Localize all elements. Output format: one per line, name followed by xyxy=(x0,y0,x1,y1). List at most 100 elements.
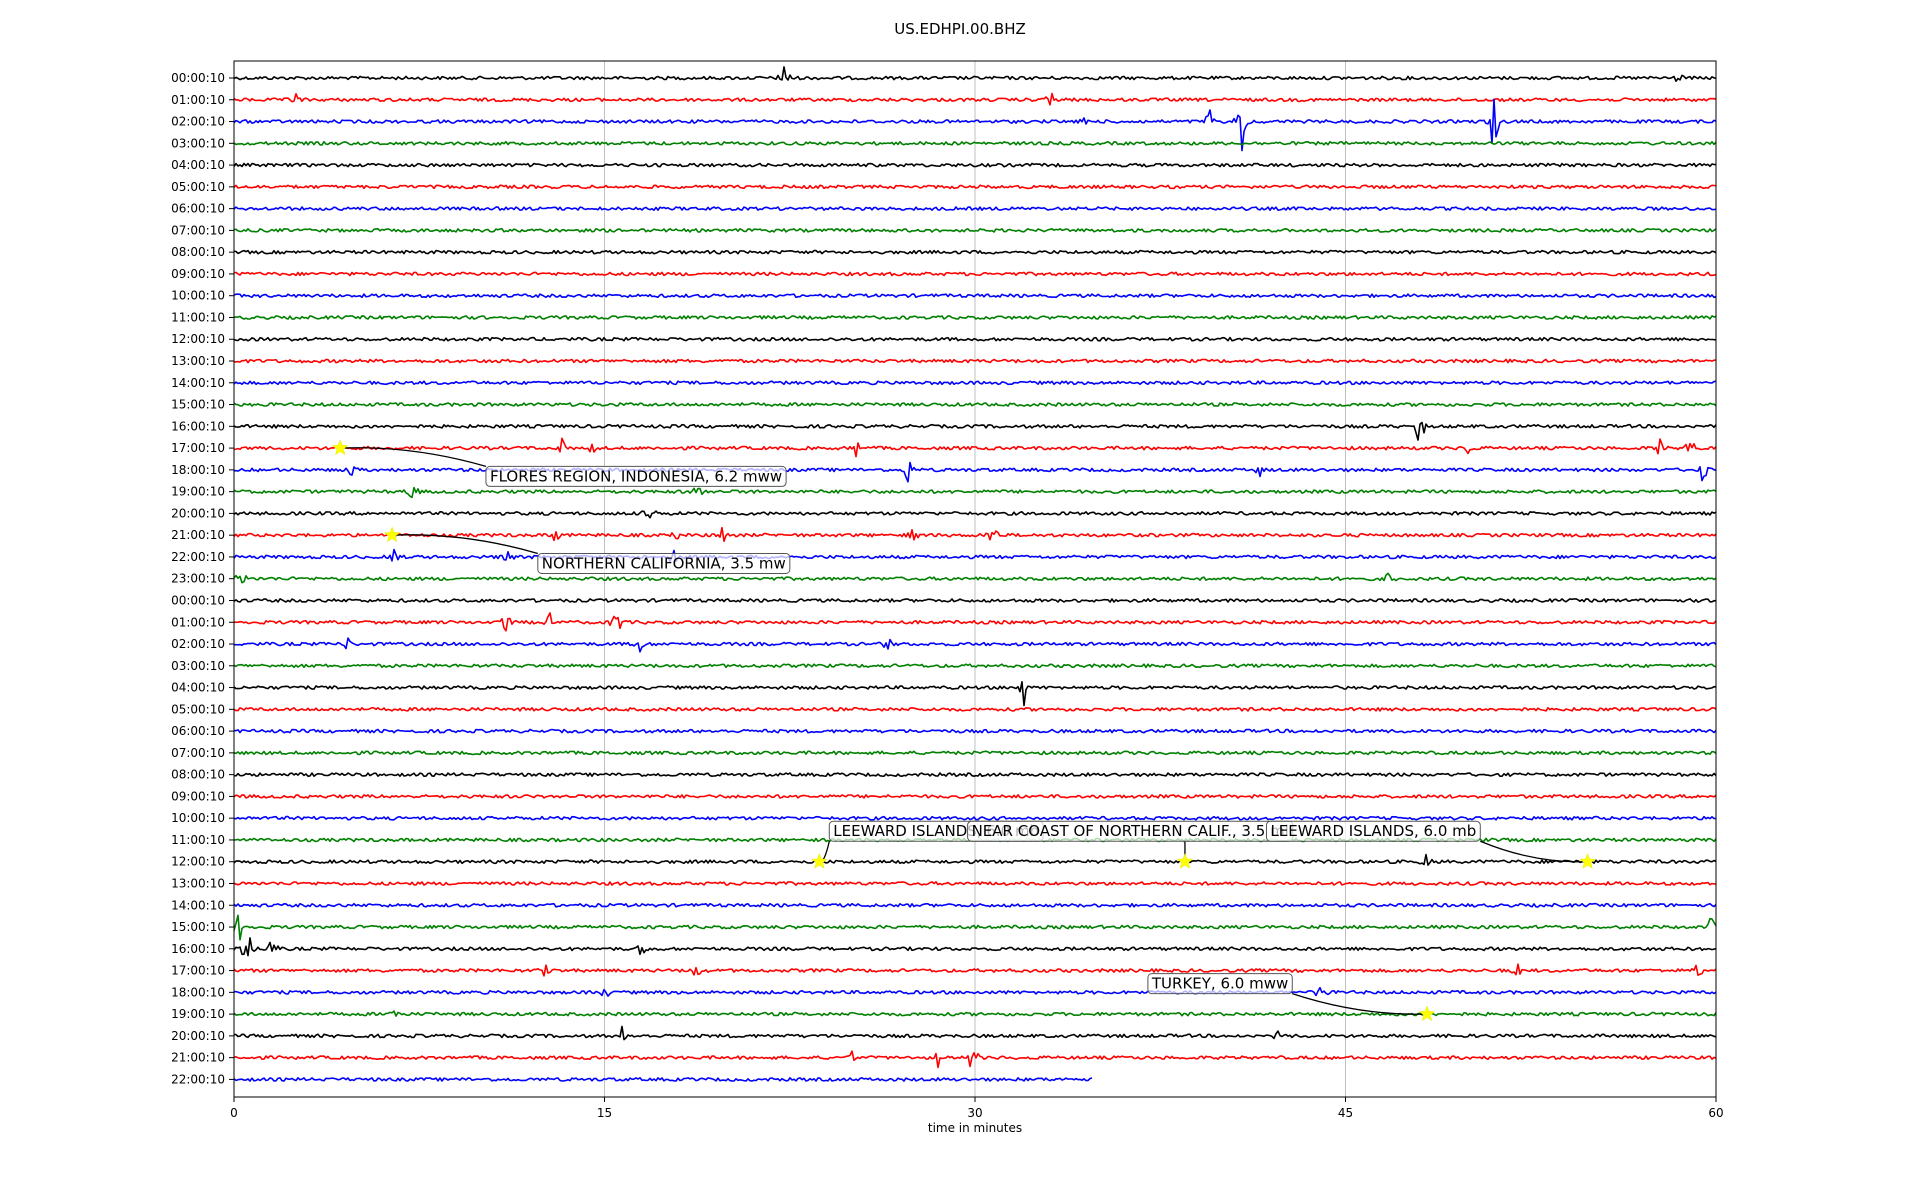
event-label: FLORES REGION, INDONESIA, 6.2 mww xyxy=(490,467,782,485)
seismogram-trace xyxy=(233,380,1717,386)
seismogram-trace xyxy=(233,336,1717,342)
event-connector xyxy=(340,447,487,468)
event-label-box xyxy=(537,552,791,574)
x-tick-label: 45 xyxy=(1338,1106,1353,1120)
event-star-marker xyxy=(811,852,828,869)
seismogram-trace xyxy=(233,728,1717,734)
seismogram-traces xyxy=(233,66,1717,1082)
x-tick-label: 30 xyxy=(967,1106,982,1120)
seismogram-trace xyxy=(233,437,1717,458)
y-tick-label: 02:00:10 xyxy=(171,115,225,129)
y-tick-label: 05:00:10 xyxy=(171,180,225,194)
y-tick-label: 13:00:10 xyxy=(171,876,225,890)
seismogram-trace xyxy=(233,206,1717,211)
seismogram-trace xyxy=(233,706,1717,712)
y-axis-ticks: 00:00:10 01:00:10 02:00:10 03:00:10 04:00:10… xyxy=(171,71,234,1086)
plot-title: US.EDHPI.00.BHZ xyxy=(894,20,1026,38)
event-connector xyxy=(392,534,538,555)
seismogram-trace xyxy=(233,140,1717,146)
y-tick-label: 03:00:10 xyxy=(171,136,225,150)
x-tick-label: 0 xyxy=(230,1106,238,1120)
x-axis-ticks: 0 15 30 45 60 xyxy=(230,1097,1724,1120)
seismogram-trace xyxy=(233,815,1717,821)
y-tick-label: 17:00:10 xyxy=(171,964,225,978)
seismogram-trace xyxy=(233,598,1717,603)
y-tick-label: 10:00:10 xyxy=(171,289,225,303)
event-annotation: NEAR COAST OF NORTHERN CALIF., 3.5 ml xyxy=(967,820,1294,869)
seismogram-trace xyxy=(233,1025,1717,1041)
seismogram-trace xyxy=(233,1077,1093,1082)
event-label: TURKEY, 6.0 mww xyxy=(1151,975,1288,993)
y-tick-label: 19:00:10 xyxy=(171,1007,225,1021)
y-tick-label: 04:00:10 xyxy=(171,158,225,172)
seismogram-trace xyxy=(233,526,1717,543)
y-tick-label: 11:00:10 xyxy=(171,310,225,324)
y-tick-label: 11:00:10 xyxy=(171,833,225,847)
seismogram-trace xyxy=(233,486,1717,499)
seismogram-trace xyxy=(233,853,1717,866)
seismogram-trace xyxy=(233,402,1717,407)
event-label-box xyxy=(1147,973,1293,995)
event-label-box xyxy=(1265,820,1481,842)
y-tick-label: 23:00:10 xyxy=(171,572,225,586)
y-tick-label: 05:00:10 xyxy=(171,702,225,716)
y-tick-label: 17:00:10 xyxy=(171,441,225,455)
y-tick-label: 21:00:10 xyxy=(171,1051,225,1065)
event-star-marker xyxy=(1176,852,1194,869)
event-star-marker xyxy=(383,526,401,543)
seismogram-trace xyxy=(233,92,1717,106)
y-tick-label: 20:00:10 xyxy=(171,506,225,520)
seismogram-trace xyxy=(233,663,1717,669)
y-tick-label: 18:00:10 xyxy=(171,985,225,999)
y-tick-label: 16:00:10 xyxy=(171,942,225,956)
y-tick-label: 12:00:10 xyxy=(171,855,225,869)
seismogram-trace xyxy=(233,510,1717,519)
y-tick-label: 22:00:10 xyxy=(171,550,225,564)
y-tick-label: 00:00:10 xyxy=(171,71,225,85)
y-tick-label: 07:00:10 xyxy=(171,223,225,237)
seismogram-trace xyxy=(233,572,1717,584)
y-tick-label: 02:00:10 xyxy=(171,637,225,651)
seismogram-trace xyxy=(233,358,1716,364)
seismogram-trace xyxy=(233,461,1717,483)
event-annotations: FLORES REGION, INDONESIA, 6.2 mww NORTHER… xyxy=(331,439,1596,1022)
seismogram-trace xyxy=(233,315,1717,320)
y-tick-label: 16:00:10 xyxy=(171,419,225,433)
event-star-marker xyxy=(1579,852,1596,869)
event-annotation: NORTHERN CALIFORNIA, 3.5 mw xyxy=(383,526,791,574)
x-axis-label: time in minutes xyxy=(928,1121,1022,1135)
seismogram-trace xyxy=(233,271,1717,277)
seismogram-trace xyxy=(233,1050,1717,1069)
y-tick-label: 19:00:10 xyxy=(171,485,225,499)
event-annotation: TURKEY, 6.0 mww xyxy=(1147,973,1436,1022)
y-tick-label: 21:00:10 xyxy=(171,528,225,542)
y-tick-label: 03:00:10 xyxy=(171,659,225,673)
y-tick-label: 06:00:10 xyxy=(171,202,225,216)
event-annotation: FLORES REGION, INDONESIA, 6.2 mww xyxy=(331,439,787,487)
event-star-marker xyxy=(1418,1005,1436,1022)
y-tick-label: 20:00:10 xyxy=(171,1029,225,1043)
y-tick-label: 09:00:10 xyxy=(171,789,225,803)
x-tick-label: 15 xyxy=(597,1106,612,1120)
y-tick-label: 09:00:10 xyxy=(171,267,225,281)
y-tick-label: 04:00:10 xyxy=(171,681,225,695)
y-tick-label: 15:00:10 xyxy=(171,398,225,412)
event-label-box xyxy=(485,465,787,487)
seismogram-trace xyxy=(233,986,1717,997)
seismogram-trace xyxy=(233,750,1717,756)
seismogram-trace xyxy=(233,914,1717,941)
seismogram-trace xyxy=(233,66,1717,82)
event-connector xyxy=(1480,840,1588,863)
seismogram-trace xyxy=(233,162,1717,168)
y-tick-label: 14:00:10 xyxy=(171,376,225,390)
event-star-marker xyxy=(331,439,349,456)
seismogram-trace xyxy=(233,228,1717,233)
seismogram-trace xyxy=(233,184,1717,190)
y-tick-label: 13:00:10 xyxy=(171,354,225,368)
seismogram-trace xyxy=(233,937,1717,957)
seismogram-trace xyxy=(233,772,1717,778)
y-tick-label: 01:00:10 xyxy=(171,93,225,107)
event-connector xyxy=(1292,993,1428,1015)
